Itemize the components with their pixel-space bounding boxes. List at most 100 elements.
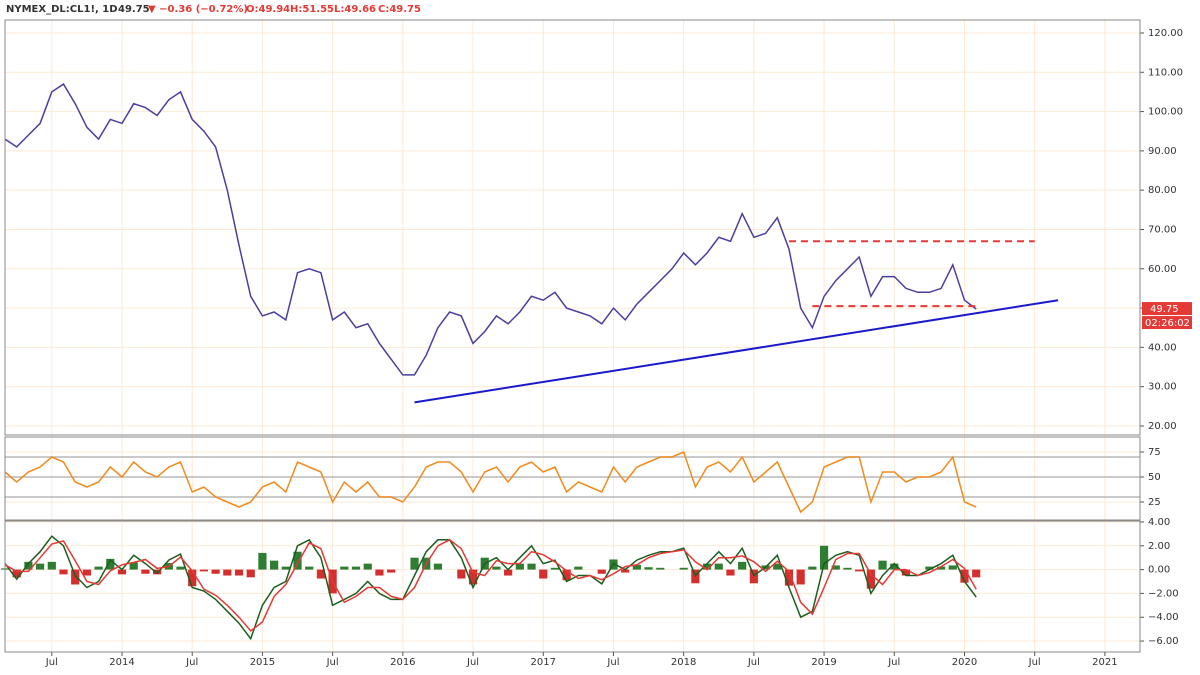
bar: [211, 569, 220, 574]
x-tick-label: Jul: [466, 657, 479, 668]
bar: [948, 565, 957, 570]
bar: [656, 567, 665, 570]
x-tick-label: Jul: [606, 657, 619, 668]
symbol: NYMEX_DL:CL1!, 1D: [6, 4, 118, 15]
y-tick-label: 0.00: [1148, 565, 1170, 576]
y-tick-label: −2.00: [1148, 588, 1179, 599]
bar: [562, 569, 571, 581]
bar: [387, 569, 396, 573]
x-tick-label: Jul: [45, 657, 58, 668]
bar: [71, 569, 80, 585]
bar: [878, 560, 887, 570]
bar: [176, 566, 185, 570]
bar: [972, 569, 981, 578]
bar: [679, 567, 688, 570]
x-tick-label: 2019: [811, 657, 836, 668]
y-tick-label: 20.00: [1148, 421, 1177, 432]
bar: [457, 569, 466, 579]
bar: [141, 569, 150, 574]
bar: [925, 566, 934, 570]
y-tick-label: 2.00: [1148, 541, 1170, 552]
countdown-box: [1142, 316, 1192, 330]
change: ▼ −0.36 (−0.72%): [148, 4, 248, 15]
bar: [363, 563, 372, 570]
x-tick-label: 2015: [250, 657, 275, 668]
x-tick-label: Jul: [326, 657, 339, 668]
bar: [796, 569, 805, 585]
panel-border: [4, 436, 1141, 521]
bar: [960, 569, 969, 583]
bar: [129, 562, 138, 570]
y-tick-label: 90.00: [1148, 146, 1177, 157]
bar: [468, 569, 478, 585]
y-tick-label: 110.00: [1148, 67, 1183, 78]
bar: [831, 565, 840, 570]
series-line: [4, 83, 977, 376]
bar: [621, 569, 630, 573]
bar: [819, 545, 829, 570]
bar: [59, 569, 68, 575]
bar: [94, 566, 103, 570]
trend-line: [414, 299, 1059, 404]
last: 49.75: [118, 4, 150, 15]
bar: [153, 569, 162, 575]
open: O:49.94: [246, 4, 290, 15]
x-tick-label: 2018: [671, 657, 696, 668]
y-tick-label: 25: [1148, 497, 1161, 508]
bar: [375, 569, 384, 576]
bar: [246, 569, 255, 578]
y-tick-label: 80.00: [1148, 185, 1177, 196]
y-tick-label: 50: [1148, 472, 1161, 483]
bar: [901, 569, 911, 576]
bar: [936, 566, 946, 570]
x-tick-label: 2016: [390, 657, 415, 668]
bar: [258, 552, 267, 570]
panel-border: [4, 19, 1141, 436]
bar: [843, 567, 852, 570]
bar: [738, 561, 747, 570]
series-line: [4, 538, 977, 632]
bar: [36, 563, 45, 570]
bar: [270, 560, 279, 570]
bar: [773, 563, 782, 570]
high: H:51.55: [290, 4, 334, 15]
bar: [281, 566, 290, 570]
close: C:49.75: [378, 4, 421, 15]
bar: [597, 569, 606, 574]
low: L:49.66: [334, 4, 376, 15]
bar: [24, 561, 33, 570]
x-tick-label: 2021: [1092, 657, 1117, 668]
price-label-box: [1142, 302, 1192, 316]
bar: [47, 561, 56, 570]
bar: [234, 569, 244, 576]
bar: [644, 567, 653, 570]
bar: [527, 563, 536, 570]
bar: [351, 566, 361, 570]
bar: [855, 569, 864, 572]
y-tick-label: 30.00: [1148, 382, 1177, 393]
panel-border: [4, 520, 1141, 653]
y-tick-label: 4.00: [1148, 517, 1170, 528]
series-line: [4, 535, 977, 641]
bar: [539, 569, 548, 579]
x-tick-label: Jul: [747, 657, 760, 668]
bar: [632, 564, 641, 570]
x-tick-label: 2017: [531, 657, 556, 668]
series-line: [4, 450, 977, 514]
bar: [188, 569, 197, 587]
y-tick-label: 40.00: [1148, 342, 1177, 353]
bar: [574, 566, 583, 570]
y-tick-label: 120.00: [1148, 28, 1183, 39]
bar: [340, 566, 349, 570]
x-tick-label: Jul: [1028, 657, 1041, 668]
x-tick-label: Jul: [185, 657, 198, 668]
bar: [808, 566, 817, 570]
y-tick-label: 70.00: [1148, 224, 1177, 235]
bar: [410, 557, 419, 570]
bar: [702, 563, 712, 570]
x-tick-label: Jul: [887, 657, 900, 668]
bar: [82, 569, 92, 576]
bar: [550, 567, 560, 570]
